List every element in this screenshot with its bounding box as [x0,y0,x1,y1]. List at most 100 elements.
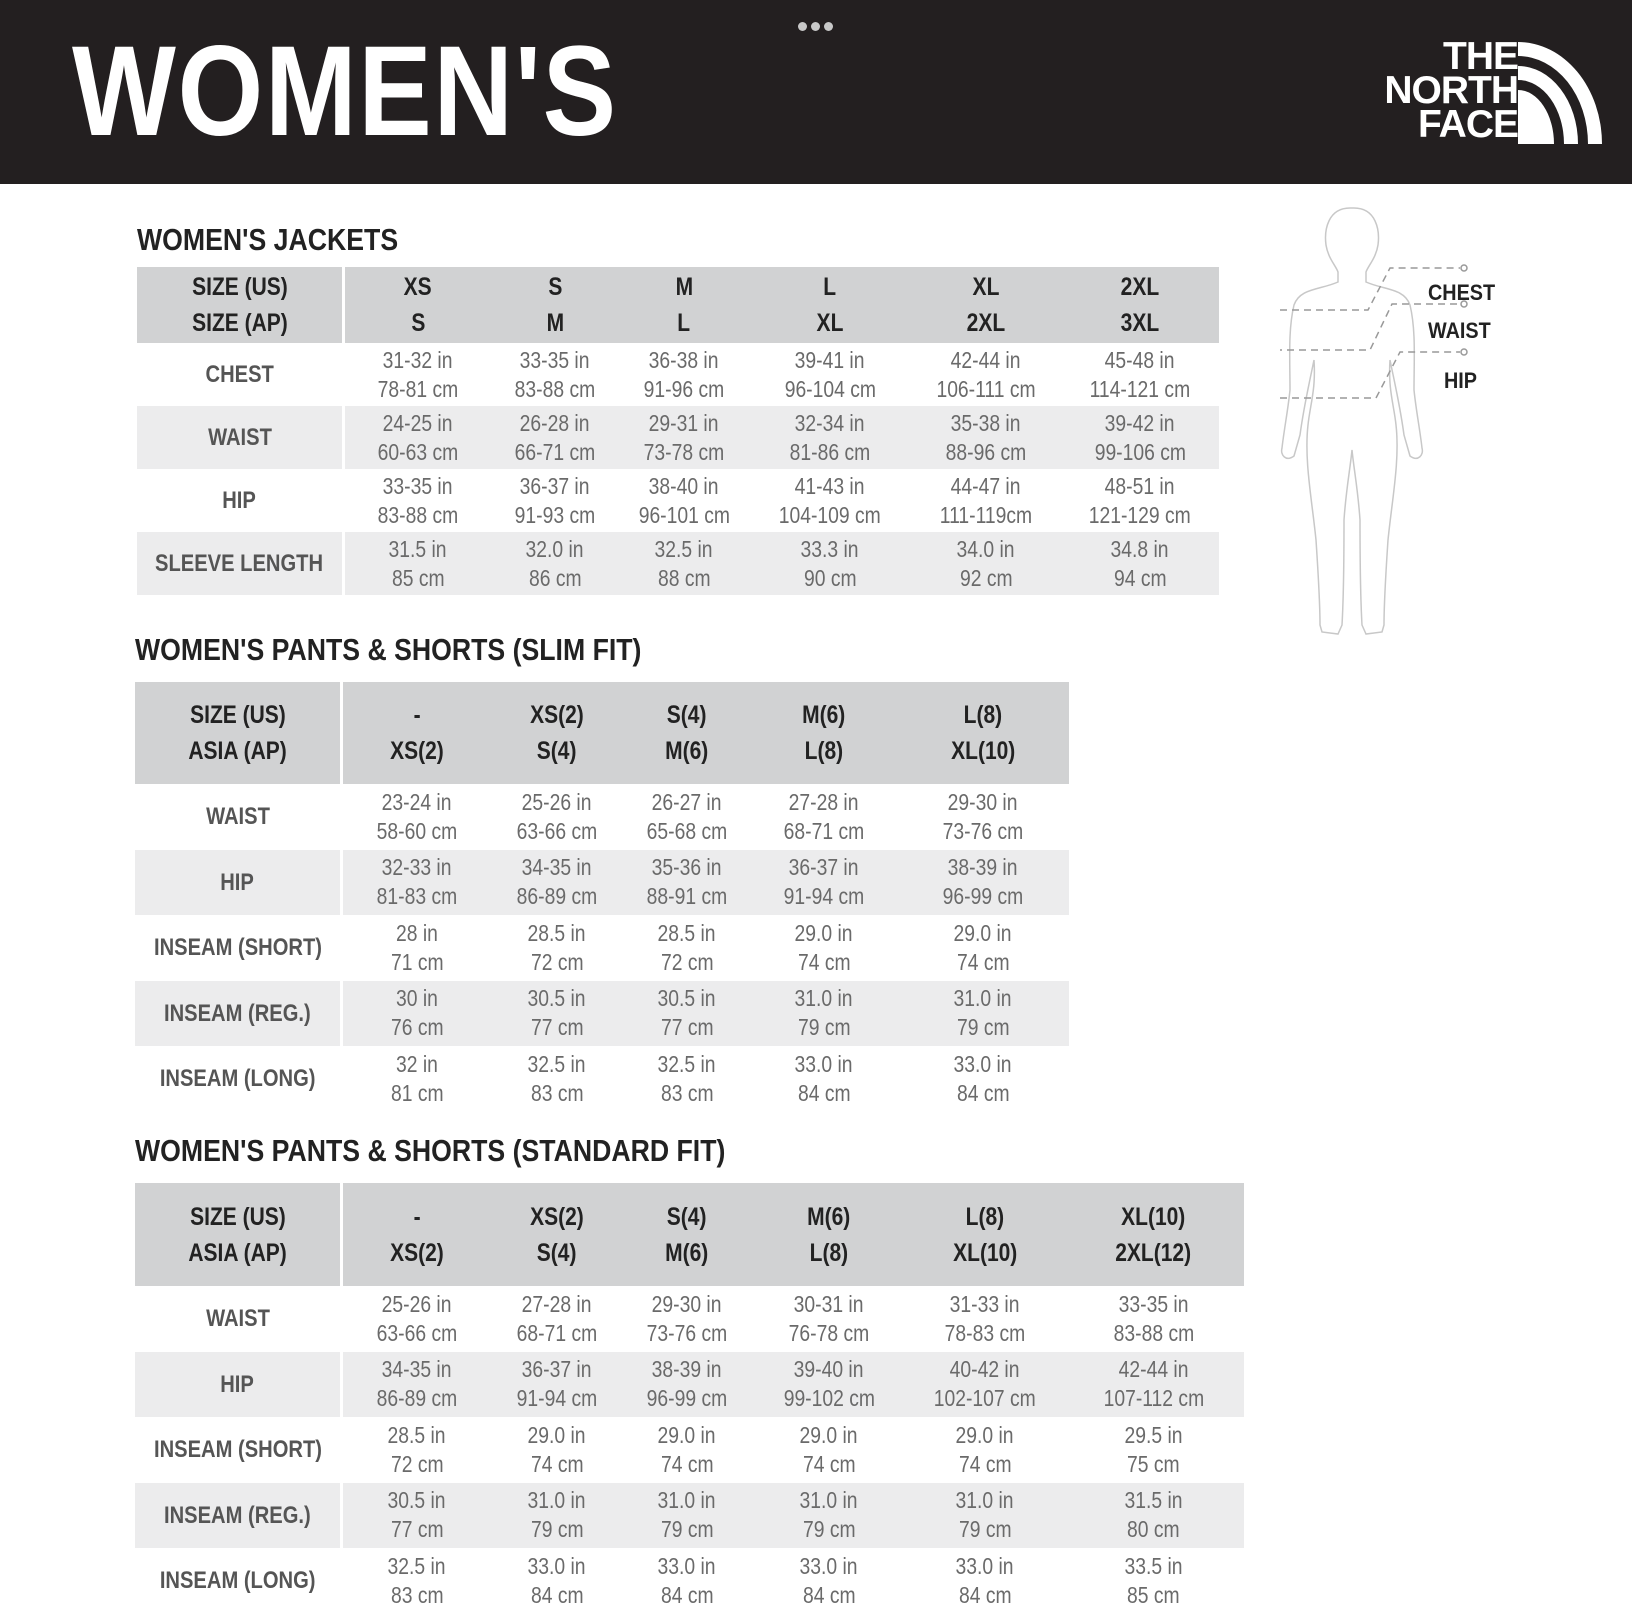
measurement-value: 29-30 in [652,1290,722,1317]
measurement-cell: 23-24 in 58-60 cm [343,784,491,850]
measurement-value: 32.5 in [387,1552,447,1579]
measurement-cell: 29.0 in 74 cm [907,1417,1063,1483]
measurement-value: 60-63 cm [377,438,459,465]
measurement-cell: 27-28 in 68-71 cm [491,1286,623,1352]
measurement-value: 42-44 in [1118,1356,1189,1383]
measurement-value: 29.0 in [955,1421,1015,1448]
measurement-cell: 32.5 in 88 cm [619,532,749,595]
table-row: INSEAM (LONG) 32.5 in 83 cm 33.0 in 84 cm 33.… [135,1548,1244,1614]
measurement-value: 58-60 cm [376,817,458,844]
measurement-value: 32-34 in [795,409,865,436]
measurement-value: 77 cm [390,1516,444,1543]
measurement-value: 84 cm [956,1079,1010,1106]
measurement-value: 32.5 in [657,1050,717,1077]
more-dots-icon[interactable] [798,18,837,34]
table-header-row: SIZE (US) SIZE (AP) XS S S M M L L XL XL 2XL 2XL 3XL [137,267,1219,343]
measurement-value: 35-38 in [951,409,1021,436]
row-label: INSEAM (REG.) [164,1501,311,1529]
size-header-cell: S(4) M(6) [623,1183,751,1286]
measurement-cell: 35-38 in 88-96 cm [911,406,1061,469]
measurement-value: 31.5 in [388,535,448,562]
the-north-face-logo: THE NORTH FACE [1372,37,1602,148]
size-label: - [413,1202,421,1231]
measurement-value: 86-89 cm [376,1385,458,1412]
measurement-cell: 31-32 in 78-81 cm [345,343,491,406]
diagram-label-hip: HIP [1444,368,1478,393]
measurement-value: 68-71 cm [516,1319,598,1346]
measurement-cell: 30.5 in 77 cm [623,981,751,1047]
measurement-cell: 29.0 in 74 cm [897,915,1069,981]
measurement-value: 83-88 cm [514,375,596,402]
measurement-value: 84 cm [802,1581,856,1608]
body-outline-icon [1268,207,1468,635]
measurement-cell: 33.0 in 84 cm [897,1046,1069,1112]
measurement-value: 73-78 cm [643,438,725,465]
row-label: WAIST [205,803,270,831]
measurement-cell: 34.0 in 92 cm [911,532,1061,595]
section-title: WOMEN'S PANTS & SHORTS (STANDARD FIT) [135,1133,726,1168]
measurement-value: 31.0 in [799,1487,859,1514]
measurement-cell: 27-28 in 68-71 cm [751,784,897,850]
measurement-value: 26-27 in [652,788,722,815]
measurement-cell: 32.5 in 83 cm [491,1046,623,1112]
measurement-cell: 44-47 in 111-119cm [911,469,1061,532]
measurement-value: 34.0 in [956,535,1016,562]
measurement-value: 29.5 in [1124,1421,1183,1448]
measurement-cell: 34.8 in 94 cm [1061,532,1219,595]
measurement-cell: 26-27 in 65-68 cm [623,784,751,850]
measurement-cell: 31.0 in 79 cm [751,1483,907,1549]
measurement-value: 79 cm [797,1014,851,1041]
measurement-cell: 28 in 71 cm [343,915,491,981]
measurement-value: 31-33 in [950,1290,1020,1317]
measurement-cell: 36-37 in 91-94 cm [491,1352,623,1418]
measurement-value: 33-35 in [383,472,453,499]
measurement-value: 32-33 in [382,854,452,881]
measurement-value: 28.5 in [527,919,587,946]
measurement-value: 73-76 cm [646,1319,728,1346]
measurement-value: 39-41 in [795,346,865,373]
size-header-cell: - XS(2) [343,1183,491,1286]
measurement-value: 74 cm [530,1450,584,1477]
measurement-value: 66-71 cm [514,438,596,465]
measurement-value: 72 cm [390,1450,444,1477]
measurement-value: 76-78 cm [788,1319,870,1346]
measurement-cell: 38-39 in 96-99 cm [897,850,1069,916]
size-label: S(4) [667,701,707,729]
measurement-value: 36-37 in [522,1356,592,1383]
size-label: XL(10) [952,1238,1018,1267]
measurement-value: 80 cm [1127,1516,1180,1543]
measurement-cell: 28.5 in 72 cm [491,915,623,981]
header-label-cell: SIZE (US) ASIA (AP) [135,1183,343,1286]
measurement-cell: 29.0 in 74 cm [751,1417,907,1483]
measurement-value: 90 cm [803,564,857,591]
measurement-value: 34-35 in [522,854,592,881]
table-row: INSEAM (LONG) 32 in 81 cm 32.5 in 83 cm 32.5 … [135,1046,1069,1112]
size-label: 2XL(12) [1115,1238,1192,1267]
measurement-value: 71 cm [390,948,444,975]
measurement-value: 81-86 cm [789,438,871,465]
measurement-cell: 33.0 in 84 cm [751,1046,897,1112]
measurement-value: 33.3 in [800,535,860,562]
measurement-cell: 42-44 in 107-112 cm [1063,1352,1244,1418]
size-header-cell: L XL [749,267,911,343]
row-label-cell: CHEST [137,343,345,406]
measurement-value: 42-44 in [951,346,1021,373]
measurement-cell: 35-36 in 88-91 cm [623,850,751,916]
logo-text-face: FACE [1417,103,1519,146]
table-row: WAIST 24-25 in 60-63 cm 26-28 in 66-71 cm 29-… [137,406,1219,469]
measurement-cell: 25-26 in 63-66 cm [343,1286,491,1352]
measurement-value: 48-51 in [1105,472,1175,499]
size-label: L(8) [965,1202,1005,1231]
size-header-cell: 2XL 3XL [1061,267,1219,343]
row-label: HIP [222,487,257,514]
measurement-value: 45-48 in [1105,346,1175,373]
row-label: SLEEVE LENGTH [155,550,324,577]
measurement-value: 96-101 cm [638,501,730,528]
page-title: WOMEN'S [72,20,618,163]
row-label-cell: INSEAM (SHORT) [135,915,343,981]
measurement-value: 86-89 cm [516,883,598,910]
measurement-value: 29.0 in [953,919,1013,946]
measurement-cell: 31.0 in 79 cm [751,981,897,1047]
measurement-value: 31-32 in [383,346,453,373]
measurement-value: 74 cm [958,1450,1012,1477]
